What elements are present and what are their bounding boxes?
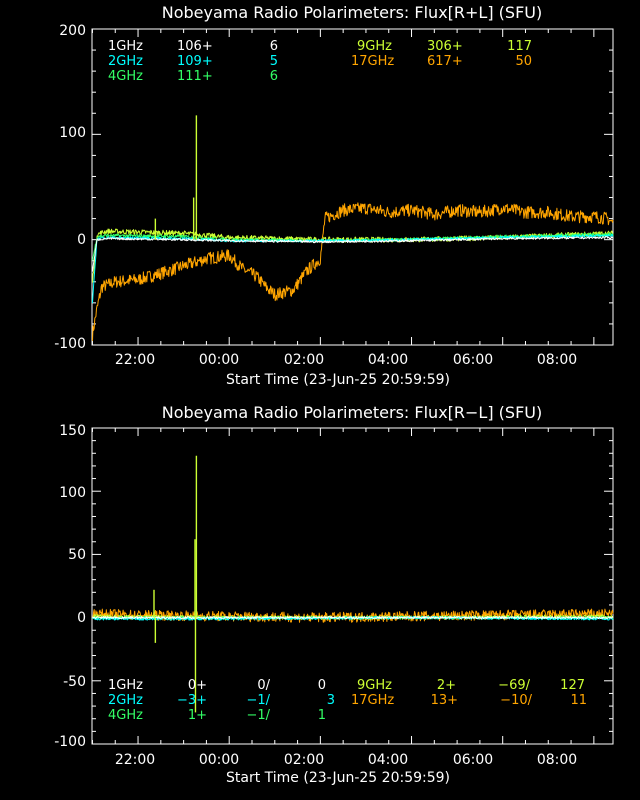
y-tick-label: 200 xyxy=(59,23,86,39)
legend-band: 1GHz xyxy=(108,39,143,54)
legend-band: 17GHz xyxy=(351,54,394,69)
legend-pol: 3 xyxy=(327,693,335,708)
panel-flux-r-plus-l: Nobeyama Radio Polarimeters: Flux[R+L] (… xyxy=(54,3,614,388)
x-tick-label: 22:00 xyxy=(115,752,155,768)
legend: 1GHz 106+ 6 2GHz 109+ 5 4GHz 111+ 6 9GHz… xyxy=(108,39,532,84)
y-tick-label: -50 xyxy=(63,674,86,690)
legend-pol: 6 xyxy=(270,39,278,54)
legend-band: 9GHz xyxy=(357,678,392,693)
series-lines xyxy=(92,115,614,341)
legend-band: 1GHz xyxy=(108,678,143,693)
x-axis-label: Start Time (23-Jun-25 20:59:59) xyxy=(226,770,450,786)
legend-flux: 109+ xyxy=(177,54,213,69)
legend-band: 17GHz xyxy=(351,693,394,708)
legend-mid: −1/ xyxy=(246,708,270,723)
legend-pol: 5 xyxy=(270,54,278,69)
legend-flux: 13+ xyxy=(431,693,458,708)
legend-pol: 0 xyxy=(318,678,326,693)
series-line-1ghz xyxy=(92,236,614,272)
x-axis-label: Start Time (23-Jun-25 20:59:59) xyxy=(226,372,450,388)
y-tick-label: 0 xyxy=(77,232,86,248)
legend-mid: −10/ xyxy=(500,693,532,708)
legend-pol: 11 xyxy=(570,693,587,708)
legend-mid: 0/ xyxy=(257,678,270,693)
y-tick-label: 150 xyxy=(59,423,86,439)
y-tick-label: 50 xyxy=(68,547,86,563)
series-line-1ghz xyxy=(92,616,614,620)
legend-mid: −1/ xyxy=(246,693,270,708)
x-tick-label: 08:00 xyxy=(537,752,577,768)
legend-flux: 1+ xyxy=(188,708,207,723)
y-tick-label: 100 xyxy=(59,485,86,501)
series-line-17ghz xyxy=(92,202,614,341)
y-tick-label: 0 xyxy=(77,610,86,626)
x-tick-label: 04:00 xyxy=(368,752,408,768)
legend-pol: 117 xyxy=(507,39,532,54)
x-tick-label: 08:00 xyxy=(537,352,577,368)
legend-flux: 306+ xyxy=(427,39,463,54)
legend-band: 9GHz xyxy=(357,39,392,54)
legend-band: 2GHz xyxy=(108,693,143,708)
legend-flux: 111+ xyxy=(177,69,213,84)
legend-band: 2GHz xyxy=(108,54,143,69)
legend-mid: −69/ xyxy=(498,678,530,693)
x-tick-label: 00:00 xyxy=(199,352,239,368)
y-tick-label: 100 xyxy=(59,125,86,141)
x-tick-label: 04:00 xyxy=(368,352,408,368)
x-tick-label: 02:00 xyxy=(284,752,324,768)
legend-pol: 50 xyxy=(515,54,532,69)
legend-pol: 1 xyxy=(318,708,326,723)
chart-title: Nobeyama Radio Polarimeters: Flux[R−L] (… xyxy=(162,403,542,422)
legend-pol: 6 xyxy=(270,69,278,84)
x-tick-label: 22:00 xyxy=(115,352,155,368)
legend: 1GHz 0+ 0/ 0 2GHz −3+ −1/ 3 4GHz 1+ −1/ … xyxy=(108,678,587,723)
series-lines xyxy=(92,455,614,713)
legend-flux: 617+ xyxy=(427,54,463,69)
legend-pol: 127 xyxy=(560,678,585,693)
x-tick-label: 06:00 xyxy=(453,752,493,768)
legend-flux: 2+ xyxy=(437,678,456,693)
legend-flux: 0+ xyxy=(188,678,207,693)
chart-title: Nobeyama Radio Polarimeters: Flux[R+L] (… xyxy=(162,3,542,22)
y-tick-label: -100 xyxy=(54,734,86,750)
x-tick-label: 06:00 xyxy=(453,352,493,368)
legend-flux: 106+ xyxy=(177,39,213,54)
legend-flux: −3+ xyxy=(177,693,207,708)
plot-frame xyxy=(91,28,614,346)
plot-frame xyxy=(91,427,614,745)
legend-band: 4GHz xyxy=(108,708,143,723)
y-tick-label: -100 xyxy=(54,336,86,352)
x-tick-label: 00:00 xyxy=(199,752,239,768)
panel-flux-r-minus-l: Nobeyama Radio Polarimeters: Flux[R−L] (… xyxy=(54,403,614,786)
x-tick-label: 02:00 xyxy=(284,352,324,368)
legend-band: 4GHz xyxy=(108,69,143,84)
